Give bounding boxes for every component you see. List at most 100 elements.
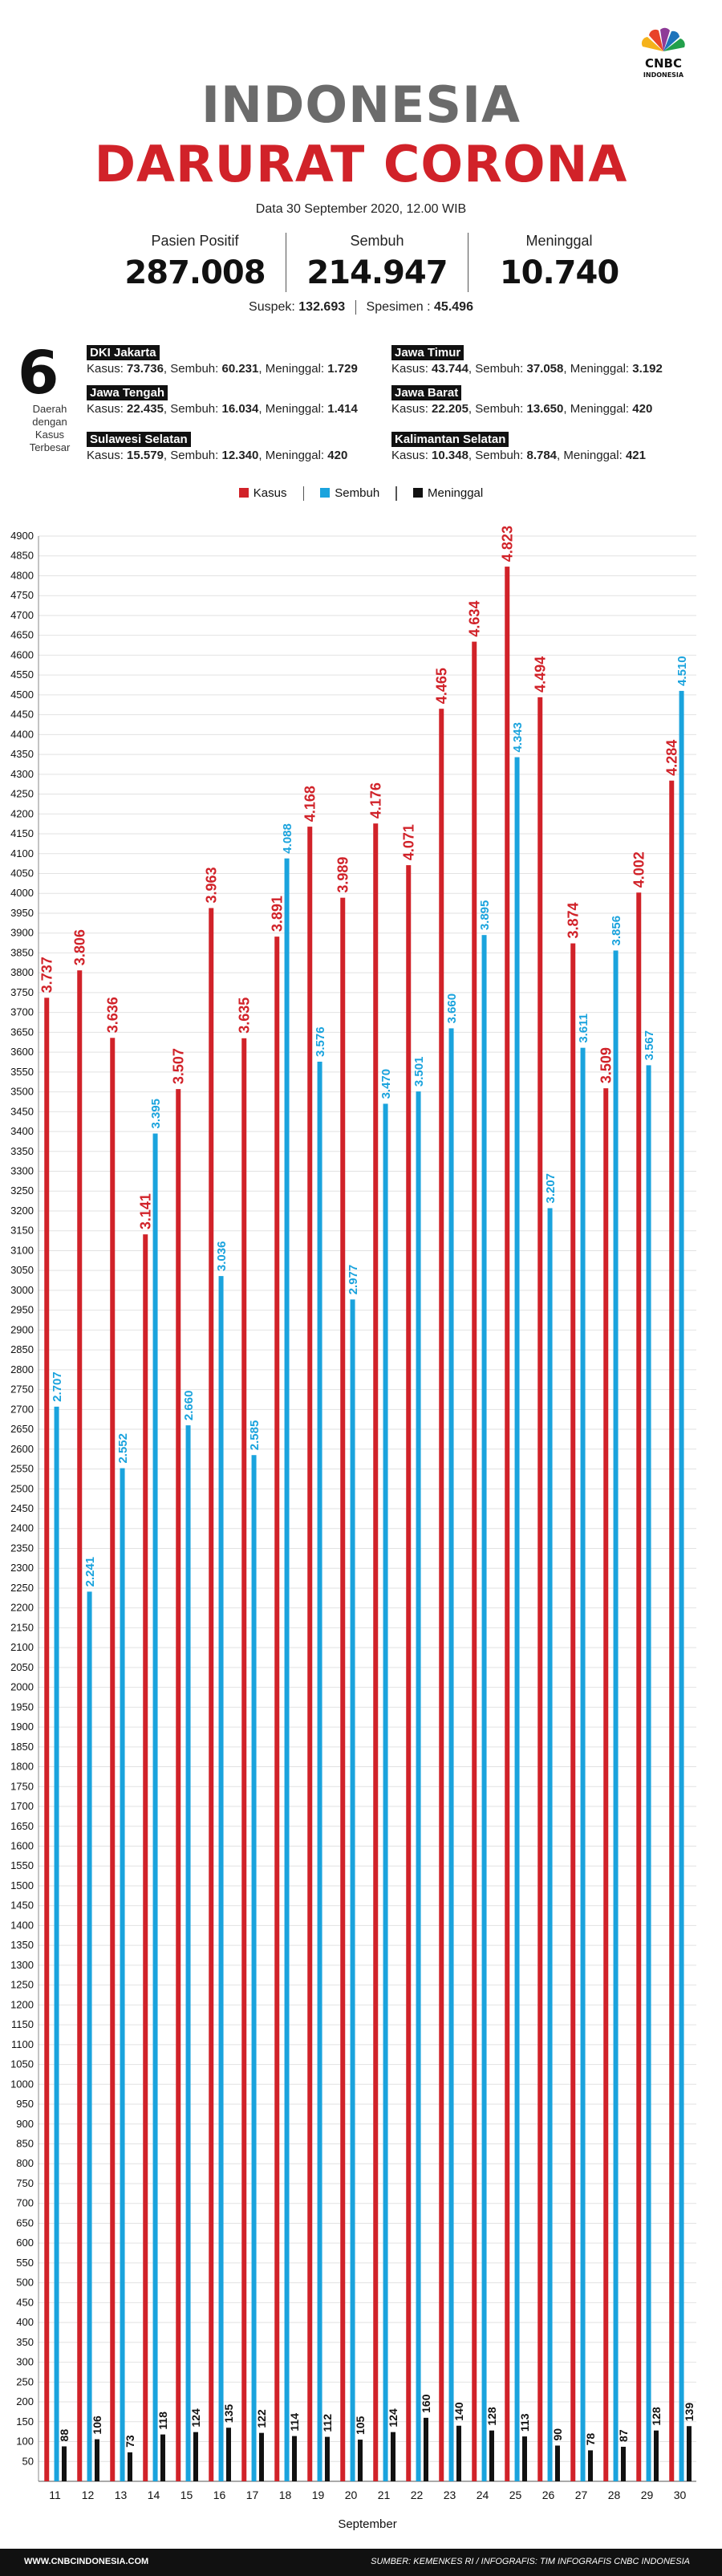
x-tick-label: 16 — [213, 2489, 226, 2501]
y-tick-label: 4000 — [10, 887, 34, 899]
x-tick-label: 20 — [345, 2489, 358, 2501]
data-label-kasus: 3.636 — [105, 997, 121, 1033]
data-label-meninggal: 78 — [584, 2433, 597, 2446]
y-tick-label: 2300 — [10, 1562, 34, 1574]
y-tick-label: 4450 — [10, 709, 34, 721]
bar-sembuh — [120, 1468, 125, 2481]
bar-kasus — [472, 641, 477, 2481]
y-tick-label: 4250 — [10, 788, 34, 800]
y-tick-label: 650 — [16, 2216, 34, 2229]
y-tick-label: 3700 — [10, 1006, 34, 1018]
y-tick-label: 1000 — [10, 2078, 34, 2090]
footer-bar: WWW.CNBCINDONESIA.COM SUMBER: KEMENKES R… — [0, 2549, 722, 2576]
y-tick-label: 950 — [16, 2098, 34, 2110]
y-tick-label: 2250 — [10, 1582, 34, 1594]
x-tick-label: 23 — [444, 2489, 456, 2501]
footer-source: SUMBER: KEMENKES RI / INFOGRAFIS: TIM IN… — [371, 2557, 690, 2566]
y-tick-label: 400 — [16, 2316, 34, 2328]
y-tick-label: 4200 — [10, 807, 34, 819]
y-tick-label: 1800 — [10, 1761, 34, 1773]
bar-sembuh — [547, 1208, 553, 2481]
y-tick-label: 2950 — [10, 1304, 34, 1316]
data-label-meninggal: 135 — [222, 2404, 235, 2424]
y-tick-label: 500 — [16, 2277, 34, 2289]
region-name: Jawa Timur — [391, 345, 464, 360]
data-label-sembuh: 2.977 — [347, 1265, 360, 1295]
data-label-kasus: 4.634 — [467, 601, 483, 637]
top-regions-badge: 6 Daerah dengan Kasus Terbesar — [18, 343, 82, 454]
region-item: Jawa Barat Kasus: 22.205, Sembuh: 13.650… — [391, 385, 653, 416]
region-item: DKI Jakarta Kasus: 73.736, Sembuh: 60.23… — [87, 345, 358, 376]
bar-kasus — [603, 1088, 609, 2481]
stat-meninggal: Meninggal 10.740 — [468, 233, 650, 292]
y-tick-label: 2650 — [10, 1423, 34, 1435]
x-tick-label: 26 — [542, 2489, 555, 2501]
title-line-2: DARURAT CORONA — [94, 135, 628, 193]
y-tick-label: 4900 — [10, 530, 34, 542]
spesimen-value: 45.496 — [434, 300, 473, 315]
bar-sembuh — [416, 1091, 421, 2481]
y-tick-label: 1200 — [10, 1998, 34, 2010]
bar-sembuh — [54, 1406, 59, 2481]
bar-meninggal — [521, 2436, 527, 2481]
bar-sembuh — [580, 1047, 586, 2481]
y-tick-label: 1500 — [10, 1879, 34, 1891]
y-tick-label: 700 — [16, 2197, 34, 2209]
y-tick-label: 3900 — [10, 927, 34, 939]
y-tick-label: 1950 — [10, 1700, 34, 1713]
bar-sembuh — [317, 1061, 322, 2481]
stat-label: Sembuh — [350, 233, 404, 249]
x-tick-label: 12 — [82, 2489, 95, 2501]
data-label-kasus: 3.635 — [237, 997, 253, 1034]
bar-sembuh — [613, 950, 619, 2481]
bar-meninggal — [291, 2436, 297, 2481]
y-tick-label: 4700 — [10, 609, 34, 621]
data-label-kasus: 3.963 — [204, 867, 220, 903]
y-tick-label: 1550 — [10, 1859, 34, 1871]
data-label-meninggal: 106 — [91, 2416, 103, 2435]
bar-sembuh — [514, 757, 520, 2482]
cnbc-logo: CNBC INDONESIA — [634, 27, 693, 82]
data-label-sembuh: 2.660 — [182, 1391, 196, 1421]
bar-kasus — [373, 823, 379, 2482]
y-tick-label: 3100 — [10, 1244, 34, 1256]
bar-kasus — [406, 865, 412, 2481]
bar-meninggal — [456, 2425, 461, 2481]
data-label-meninggal: 128 — [485, 2407, 498, 2426]
data-label-meninggal: 160 — [420, 2394, 432, 2413]
bar-meninggal — [554, 2445, 560, 2481]
data-label-kasus: 4.494 — [533, 656, 549, 693]
stat-label: Meninggal — [525, 233, 593, 249]
y-tick-label: 900 — [16, 2118, 34, 2130]
data-label-kasus: 3.806 — [72, 929, 88, 965]
data-label-sembuh: 2.585 — [248, 1420, 262, 1451]
data-label-meninggal: 73 — [124, 2435, 136, 2448]
y-tick-label: 4750 — [10, 589, 34, 601]
y-tick-label: 1100 — [11, 2038, 34, 2050]
footer-website: WWW.CNBCINDONESIA.COM — [24, 2557, 149, 2566]
y-tick-label: 3400 — [10, 1125, 34, 1137]
legend-item-sembuh: Sembuh — [320, 486, 379, 500]
x-tick-label: 15 — [180, 2489, 193, 2501]
y-tick-label: 2850 — [10, 1343, 34, 1355]
data-label-sembuh: 3.895 — [478, 900, 492, 931]
bar-kasus — [110, 1038, 116, 2481]
region-item: Sulawesi Selatan Kasus: 15.579, Sembuh: … — [87, 432, 348, 462]
data-label-kasus: 4.071 — [401, 824, 417, 860]
data-label-sembuh: 4.510 — [675, 656, 689, 686]
bar-sembuh — [284, 858, 290, 2481]
data-label-meninggal: 140 — [452, 2402, 465, 2421]
data-label-meninggal: 122 — [255, 2409, 268, 2428]
x-tick-label: 19 — [312, 2489, 325, 2501]
bar-sembuh — [646, 1065, 651, 2481]
data-label-sembuh: 4.088 — [281, 823, 294, 854]
y-tick-label: 1700 — [10, 1800, 34, 1812]
y-tick-label: 3050 — [10, 1264, 34, 1276]
y-tick-label: 1350 — [10, 1939, 34, 1951]
data-label-kasus: 4.465 — [434, 668, 450, 704]
data-date: Data 30 September 2020, 12.00 WIB — [255, 202, 467, 216]
data-label-sembuh: 3.567 — [643, 1030, 656, 1061]
y-tick-label: 4050 — [10, 867, 34, 879]
region-item: Jawa Tengah Kasus: 22.435, Sembuh: 16.03… — [87, 385, 358, 416]
y-tick-label: 2100 — [10, 1641, 34, 1653]
